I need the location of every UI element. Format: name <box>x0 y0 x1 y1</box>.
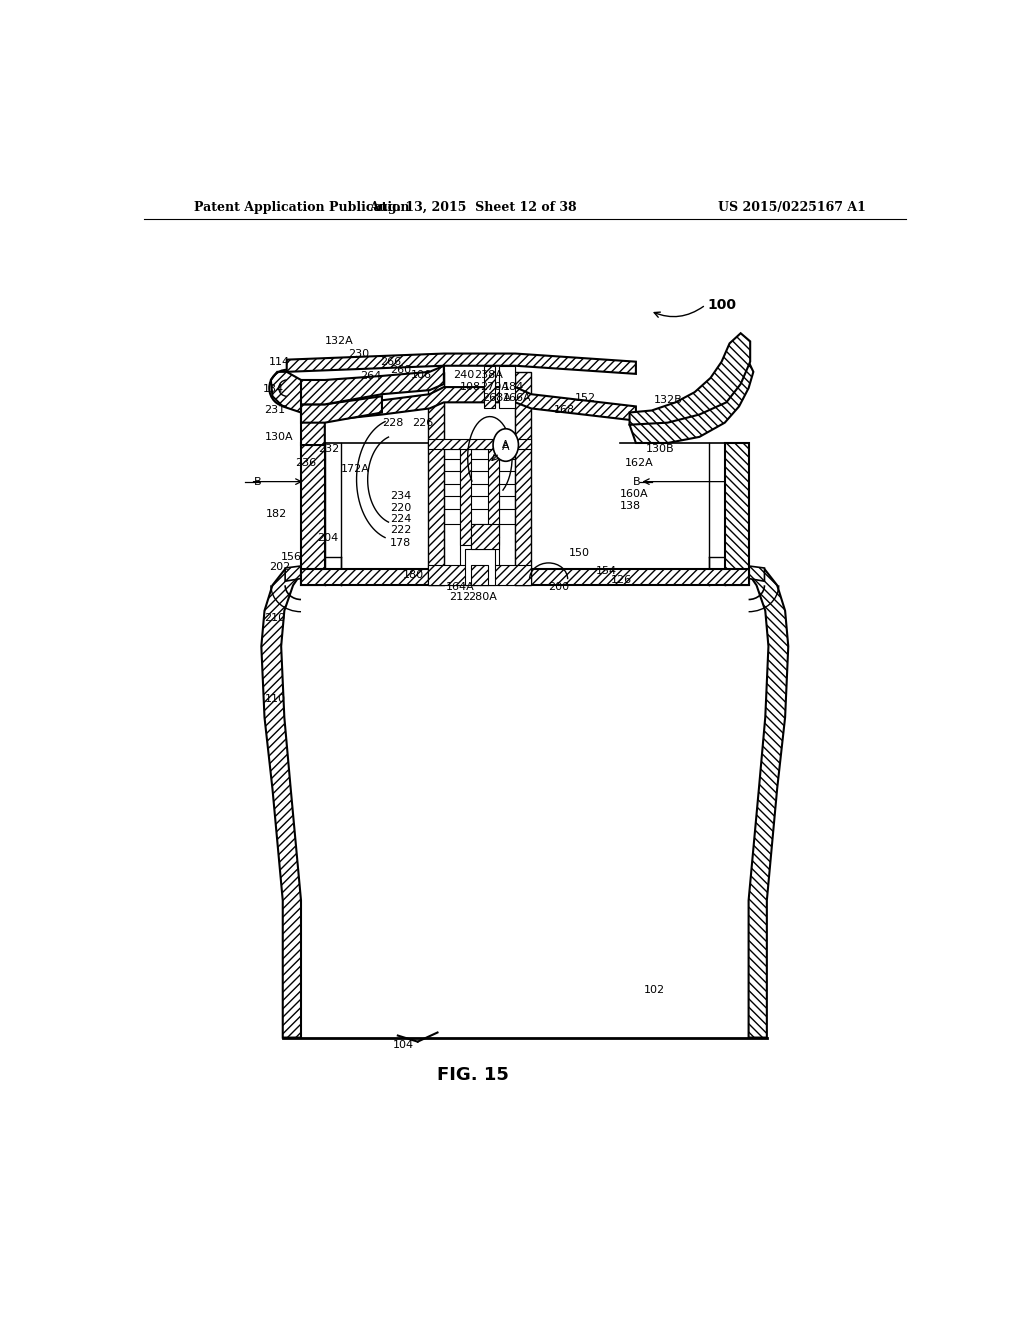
Text: 184: 184 <box>503 381 524 392</box>
Text: 270A: 270A <box>480 381 509 392</box>
Polygon shape <box>471 524 500 549</box>
Polygon shape <box>460 444 471 545</box>
Text: FIG. 15: FIG. 15 <box>437 1067 509 1084</box>
Text: 200: 200 <box>549 582 569 593</box>
Text: 132A: 132A <box>325 337 353 346</box>
Text: 138: 138 <box>620 502 641 511</box>
Text: 150: 150 <box>569 548 590 558</box>
Text: 168: 168 <box>554 405 575 416</box>
Polygon shape <box>471 565 488 585</box>
Polygon shape <box>725 444 749 585</box>
Text: 222: 222 <box>390 525 412 536</box>
Text: 264: 264 <box>360 371 382 381</box>
Text: 240: 240 <box>454 370 475 380</box>
Polygon shape <box>261 569 304 1038</box>
Text: 226: 226 <box>412 417 433 428</box>
Polygon shape <box>465 549 495 585</box>
Text: 236: 236 <box>295 458 315 469</box>
Text: 231: 231 <box>264 405 286 416</box>
Polygon shape <box>287 354 636 374</box>
Text: 134: 134 <box>263 384 284 395</box>
Polygon shape <box>745 569 788 1038</box>
Polygon shape <box>515 372 531 585</box>
Polygon shape <box>301 396 382 422</box>
Circle shape <box>494 429 518 461</box>
Text: Aug. 13, 2015  Sheet 12 of 38: Aug. 13, 2015 Sheet 12 of 38 <box>370 201 578 214</box>
Text: 266: 266 <box>380 356 401 367</box>
Text: 172A: 172A <box>341 465 370 474</box>
Text: 156: 156 <box>281 552 301 562</box>
Text: 182: 182 <box>266 510 288 519</box>
Text: 224: 224 <box>390 515 412 524</box>
Text: 234: 234 <box>390 491 412 500</box>
Polygon shape <box>483 366 495 408</box>
Text: 162A: 162A <box>625 458 653 469</box>
Polygon shape <box>500 366 515 408</box>
Text: 238A: 238A <box>474 370 503 380</box>
Polygon shape <box>301 569 749 585</box>
Text: 160A: 160A <box>620 488 648 499</box>
Text: 230: 230 <box>348 348 370 359</box>
Text: 220: 220 <box>390 503 412 513</box>
Text: 132B: 132B <box>653 395 682 405</box>
Text: 212: 212 <box>450 593 471 602</box>
Text: Patent Application Publication: Patent Application Publication <box>194 201 410 214</box>
Text: 108: 108 <box>460 381 481 392</box>
Polygon shape <box>630 362 754 444</box>
Text: 126: 126 <box>610 576 632 585</box>
Text: 164A: 164A <box>445 582 474 593</box>
Text: 130A: 130A <box>264 432 293 442</box>
Text: US 2015/0225167 A1: US 2015/0225167 A1 <box>718 201 866 214</box>
Text: 178: 178 <box>390 537 412 548</box>
Polygon shape <box>301 444 325 585</box>
Polygon shape <box>630 333 751 425</box>
Text: 114: 114 <box>269 356 291 367</box>
Text: A: A <box>502 440 509 450</box>
Text: 228: 228 <box>382 417 403 428</box>
Text: 152: 152 <box>574 393 596 404</box>
Text: 180: 180 <box>402 570 424 579</box>
Text: 232: 232 <box>318 444 340 454</box>
Text: 110: 110 <box>264 694 286 704</box>
Text: 100: 100 <box>708 298 736 312</box>
Polygon shape <box>287 366 443 404</box>
Text: 154: 154 <box>596 566 617 576</box>
Polygon shape <box>301 396 325 445</box>
Polygon shape <box>488 444 500 545</box>
Polygon shape <box>428 565 531 585</box>
Text: 106: 106 <box>411 370 431 380</box>
Text: B: B <box>253 477 261 487</box>
Text: 280A: 280A <box>468 593 497 602</box>
Polygon shape <box>471 545 488 565</box>
Polygon shape <box>270 372 301 412</box>
Text: B: B <box>633 477 640 487</box>
Text: 260: 260 <box>390 364 411 375</box>
Polygon shape <box>428 372 443 585</box>
Text: 204: 204 <box>316 532 338 543</box>
Polygon shape <box>428 440 531 449</box>
Text: 166A: 166A <box>503 393 531 404</box>
Text: 268A: 268A <box>482 393 511 404</box>
Text: A: A <box>502 442 510 451</box>
Text: 102: 102 <box>644 985 665 995</box>
Text: 104: 104 <box>393 1040 414 1049</box>
Polygon shape <box>285 565 309 581</box>
Text: 202: 202 <box>269 562 291 572</box>
Polygon shape <box>740 565 765 581</box>
Polygon shape <box>325 387 636 421</box>
Text: 210: 210 <box>264 612 286 623</box>
Text: 130B: 130B <box>645 444 674 454</box>
